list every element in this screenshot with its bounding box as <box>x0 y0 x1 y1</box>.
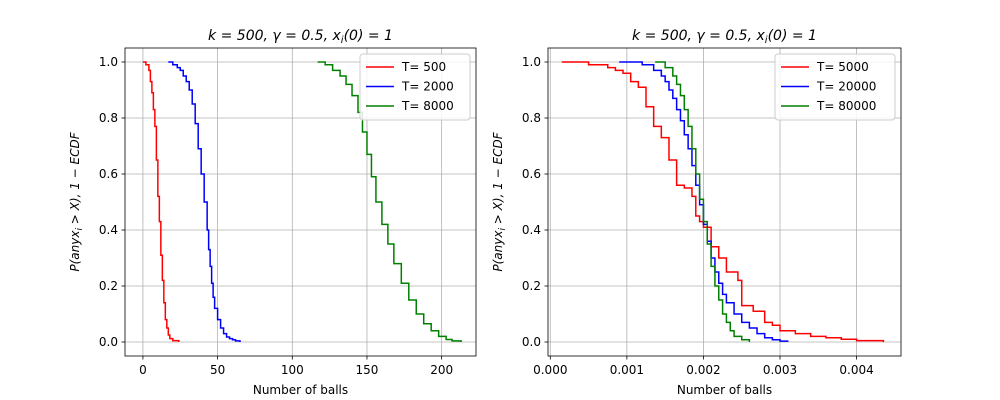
plot-frame <box>547 47 902 357</box>
y-axis-label: P(anyxi > X), 1 − ECDF <box>491 131 508 271</box>
y-tick-label: 0.2 <box>522 279 541 293</box>
y-tick-label: 0.8 <box>522 111 541 125</box>
subplot-1: 0 50 100 150 200 0.0 0.2 0.4 0.6 0.8 1.0 k = 500, γ… <box>68 28 477 397</box>
y-tick-label: 0.4 <box>99 223 118 237</box>
x-tick-label: 0.001 <box>610 363 644 377</box>
x-tick-label: 200 <box>430 363 453 377</box>
legend-label: T= 500 <box>401 60 446 74</box>
legend-label: T= 8000 <box>401 99 454 113</box>
y-tick-label: 0.6 <box>99 167 118 181</box>
x-tick-label: 150 <box>356 363 379 377</box>
x-axis-label: Number of balls <box>253 383 348 397</box>
series-line-t-20000 <box>619 61 789 342</box>
x-tick-label: 0.003 <box>763 363 797 377</box>
series-line-t-2000 <box>168 61 241 342</box>
legend: T= 5000 T= 20000 T= 80000 <box>774 53 896 121</box>
subplot-2: 0.000 0.001 0.002 0.003 0.004 0.0 0.2 0.4 0.6 0.8… <box>491 28 902 397</box>
y-tick-label: 0.6 <box>522 167 541 181</box>
chart-title: k = 500, γ = 0.5, xi(0) = 1 <box>208 28 393 46</box>
y-tick-label: 0.2 <box>99 279 118 293</box>
series-line-t-8000 <box>317 61 462 342</box>
y-tick-label: 0.4 <box>522 223 541 237</box>
x-tick-label: 0.002 <box>686 363 720 377</box>
y-tick-label: 1.0 <box>522 55 541 69</box>
x-axis-label: Number of balls <box>677 383 772 397</box>
y-tick-label: 1.0 <box>99 55 118 69</box>
legend-label: T= 20000 <box>816 80 876 94</box>
legend-frame <box>359 53 471 121</box>
x-tick-label: 0 <box>139 363 147 377</box>
y-tick-label: 0.0 <box>99 335 118 349</box>
y-tick-label: 0.0 <box>522 335 541 349</box>
legend-label: T= 5000 <box>816 60 869 74</box>
legend-label: T= 80000 <box>816 99 876 113</box>
chart-title: k = 500, γ = 0.5, xi(0) = 1 <box>632 28 817 46</box>
legend: T= 500 T= 2000 T= 8000 <box>359 53 471 121</box>
plot-frame <box>124 47 477 357</box>
x-tick-label: 0.004 <box>839 363 873 377</box>
legend-frame <box>774 53 896 121</box>
y-tick-label: 0.8 <box>99 111 118 125</box>
y-axis-label: P(anyxi > X), 1 − ECDF <box>68 131 85 271</box>
series-line-t-80000 <box>655 61 751 342</box>
x-tick-label: 100 <box>281 363 304 377</box>
x-tick-label: 50 <box>210 363 225 377</box>
x-tick-label: 0.000 <box>533 363 567 377</box>
legend-label: T= 2000 <box>401 80 454 94</box>
series-line-t-500 <box>142 61 180 342</box>
